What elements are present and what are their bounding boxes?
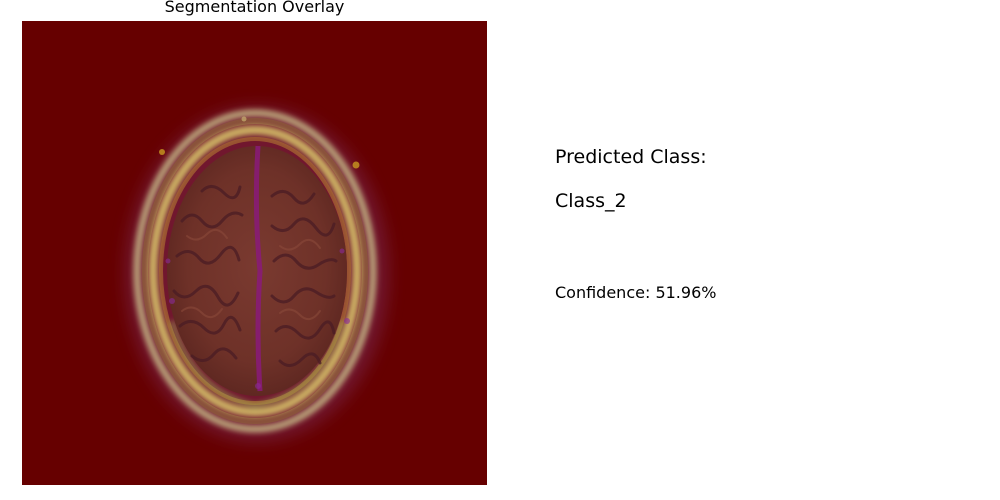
segmentation-overlay-title: Segmentation Overlay [164, 0, 345, 16]
predicted-class-value: Class_2 [555, 190, 627, 212]
predicted-class-heading: Predicted Class: [555, 146, 707, 168]
segmentation-overlay-image [22, 21, 487, 485]
confidence-label: Confidence: 51.96% [555, 283, 717, 302]
